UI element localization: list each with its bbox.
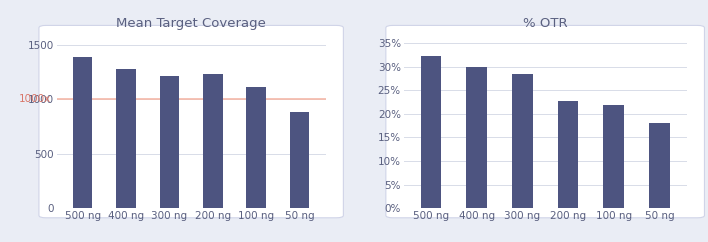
Bar [603, 105, 624, 208]
Title: Mean Target Coverage: Mean Target Coverage [116, 17, 266, 30]
Bar [73, 57, 93, 208]
Text: 1000x: 1000x [19, 94, 52, 104]
Bar [467, 67, 487, 208]
Bar [512, 74, 532, 208]
Bar [649, 123, 670, 208]
Bar [203, 74, 222, 208]
Bar [558, 101, 578, 208]
Bar [160, 76, 179, 208]
Bar [421, 56, 441, 208]
Bar [290, 112, 309, 208]
Bar [246, 87, 266, 208]
Bar [116, 69, 136, 208]
Title: % OTR: % OTR [523, 17, 568, 30]
